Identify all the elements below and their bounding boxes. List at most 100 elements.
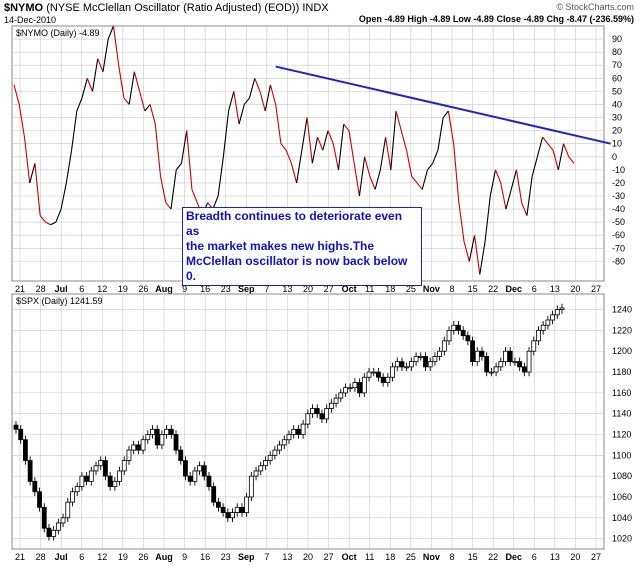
candle-body xyxy=(131,444,137,451)
candle-body xyxy=(183,460,188,477)
oscillator-segment xyxy=(474,235,481,275)
candle-body xyxy=(103,460,108,477)
price-xtick-label: 13 xyxy=(282,552,292,562)
candle-body xyxy=(333,397,339,404)
price-xtick-label: 26 xyxy=(138,552,148,562)
candle-body xyxy=(112,480,118,487)
oscillator-segment xyxy=(269,84,277,105)
candle-body xyxy=(70,491,75,503)
oscillator-segment xyxy=(13,84,20,105)
oscillator-xtick-label: 11 xyxy=(365,284,374,294)
oscillator-segment xyxy=(238,104,245,125)
oscillator-segment xyxy=(494,169,502,184)
oscillator-ytick-label: 30 xyxy=(612,113,622,123)
oscillator-segment xyxy=(552,150,559,170)
price-ytick-label: 1060 xyxy=(612,492,632,502)
price-xtick-label: 7 xyxy=(264,552,269,562)
trendline xyxy=(275,65,611,145)
oscillator-xtick-label: 22 xyxy=(488,284,498,294)
candle-body xyxy=(408,361,414,368)
oscillator-segment xyxy=(301,117,308,151)
candle-body xyxy=(526,350,532,373)
oscillator-segment xyxy=(489,169,497,197)
oscillator-segment xyxy=(243,97,250,105)
oscillator-segment xyxy=(385,137,392,170)
candle-body xyxy=(484,356,490,373)
price-ytick-label: 1080 xyxy=(612,471,632,481)
oscillator-segment xyxy=(86,78,94,92)
price-xtick-label: Aug xyxy=(155,552,173,562)
oscillator-ytick-label: 50 xyxy=(612,86,622,96)
oscillator-xtick-label: 16 xyxy=(200,284,210,294)
oscillator-segment xyxy=(447,110,455,144)
oscillator-segment xyxy=(332,143,340,170)
oscillator-segment xyxy=(160,176,167,203)
candle-body xyxy=(159,434,165,446)
candle-body xyxy=(32,480,38,493)
candle-body xyxy=(531,340,537,352)
oscillator-segment xyxy=(536,137,544,157)
candle-body xyxy=(540,324,546,331)
oscillator-ytick-label: 10 xyxy=(612,139,622,149)
candle-body xyxy=(390,366,395,378)
candle-body xyxy=(319,413,325,420)
candle-body xyxy=(291,428,297,435)
oscillator-xtick-label: 9 xyxy=(182,284,187,294)
oscillator-segment xyxy=(118,65,125,99)
candle-body xyxy=(225,512,231,519)
candle-body xyxy=(305,413,311,425)
oscillator-segment xyxy=(290,163,298,184)
oscillator-segment xyxy=(97,58,104,72)
candle-body xyxy=(371,371,377,374)
candle-body xyxy=(488,371,494,374)
oscillator-xtick-label: Sep xyxy=(238,284,255,294)
oscillator-segment xyxy=(107,25,114,40)
oscillator-ytick-label: 60 xyxy=(612,73,622,83)
oscillator-segment xyxy=(416,182,423,190)
candle-body xyxy=(107,475,113,487)
oscillator-segment xyxy=(212,195,219,210)
price-xtick-label: 6 xyxy=(532,552,537,562)
candle-body xyxy=(263,460,268,467)
price-xtick-label: 22 xyxy=(488,552,498,562)
oscillator-segment xyxy=(531,156,538,177)
oscillator-segment xyxy=(379,137,387,170)
candle-body xyxy=(493,366,499,373)
oscillator-xtick-label: 20 xyxy=(303,284,313,294)
candle-body xyxy=(84,475,90,482)
oscillator-segment xyxy=(91,58,99,92)
candle-body xyxy=(446,330,452,342)
oscillator-segment xyxy=(23,137,31,183)
oscillator-segment xyxy=(547,143,554,151)
price-ytick-label: 1120 xyxy=(612,430,631,440)
candle-body xyxy=(41,506,47,529)
oscillator-ytick-label: -60 xyxy=(612,230,625,240)
candle-body xyxy=(192,470,198,482)
oscillator-segment xyxy=(453,143,460,203)
price-ytick-label: 1240 xyxy=(612,305,632,315)
oscillator-segment xyxy=(34,163,41,216)
candle-body xyxy=(427,361,433,368)
oscillator-xtick-label: 6 xyxy=(79,284,84,294)
candle-body xyxy=(267,454,273,461)
price-xtick-label: Oct xyxy=(342,552,357,562)
candle-body xyxy=(465,335,471,342)
candle-body xyxy=(550,314,555,321)
candle-body xyxy=(150,428,155,435)
candle-body xyxy=(234,506,240,513)
oscillator-segment xyxy=(542,136,549,145)
oscillator-segment xyxy=(484,195,491,242)
annotation-box: Breadth continues to deteriorate even as… xyxy=(182,207,422,286)
price-xtick-label: 8 xyxy=(449,552,454,562)
price-ytick-label: 1020 xyxy=(612,534,632,544)
price-xtick-label: 20 xyxy=(303,552,313,562)
oscillator-segment xyxy=(364,156,371,177)
price-xtick-label: 12 xyxy=(97,552,107,562)
candle-body xyxy=(206,475,212,487)
candle-body xyxy=(324,408,330,420)
price-xtick-label: 23 xyxy=(221,552,231,562)
price-ytick-label: 1180 xyxy=(612,367,631,377)
price-xtick-label: 16 xyxy=(200,552,210,562)
candle-body xyxy=(173,434,179,451)
candle-body xyxy=(310,408,315,415)
